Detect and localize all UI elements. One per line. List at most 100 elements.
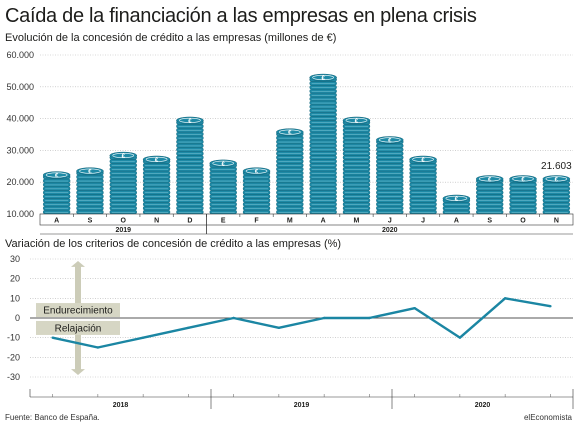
y-tick-label: -20 — [7, 352, 20, 362]
bar: € — [542, 175, 571, 215]
bar: € — [176, 116, 204, 215]
x-tick-label: O — [520, 217, 526, 224]
coin-ring — [545, 176, 568, 182]
x-tick-label: M — [354, 217, 360, 224]
easing-label: Relajación — [55, 323, 102, 334]
x-tick-label: O — [121, 217, 127, 224]
bar-chart-title: Evolución de la concesión de crédito a l… — [5, 32, 337, 44]
data-point — [503, 297, 507, 300]
y-tick-label: 20 — [10, 274, 20, 284]
bar: € — [109, 151, 138, 215]
coin-ring — [145, 156, 168, 162]
coin-ring — [79, 168, 101, 174]
chart-title: Caída de la financiación a las empresas … — [5, 5, 477, 27]
value-annotation: 21.603 — [541, 161, 572, 172]
y-tick-label: 30 — [10, 254, 20, 264]
x-tick-label: N — [554, 217, 559, 224]
y-tick-label: 60.000 — [6, 50, 34, 60]
bar: € — [276, 128, 304, 215]
coin-ring — [245, 168, 268, 174]
data-point — [458, 336, 462, 339]
year-label: 2019 — [115, 227, 131, 234]
bar: € — [309, 73, 337, 215]
euro-icon: € — [355, 119, 359, 125]
bar: € — [42, 171, 71, 215]
data-point — [322, 316, 326, 320]
bar: € — [342, 116, 371, 215]
data-point — [368, 316, 371, 320]
year-label: 2020 — [382, 227, 398, 234]
y-tick-label: 20.000 — [6, 177, 34, 187]
euro-icon: € — [288, 131, 292, 137]
year-label: 2019 — [294, 402, 310, 409]
series-line — [52, 297, 551, 349]
bar: € — [142, 155, 171, 215]
euro-icon: € — [122, 154, 126, 160]
tightening-band — [36, 303, 120, 318]
bar: € — [76, 167, 104, 215]
data-point — [141, 336, 145, 339]
data-point — [232, 316, 235, 320]
easing-band — [36, 320, 120, 335]
data-point — [277, 326, 281, 330]
euro-icon: € — [421, 158, 425, 164]
euro-icon: € — [222, 162, 226, 168]
data-point — [96, 346, 100, 349]
x-tick-label: A — [321, 217, 326, 224]
y-tick-label: -30 — [7, 372, 20, 382]
euro-icon: € — [488, 177, 492, 183]
x-tick-label: S — [487, 217, 492, 224]
coin-ring — [378, 137, 401, 143]
euro-icon: € — [521, 177, 525, 183]
line-chart: -30 -20 -10 0 10 20 30 Endurecimiento Relajación… — [7, 254, 574, 409]
bar: € — [242, 167, 271, 215]
bar: € — [376, 136, 404, 215]
y-tick-label: 10 — [10, 293, 20, 303]
bar-chart: 10.000 20.000 30.000 40.000 50.000 60.000 € € € €… — [6, 50, 574, 235]
bar: € — [409, 155, 437, 215]
x-tick-label: E — [221, 217, 226, 224]
euro-icon: € — [321, 76, 325, 82]
x-tick-label: M — [287, 217, 293, 224]
coin-ring — [112, 153, 135, 159]
y-tick-label: 30.000 — [6, 145, 34, 155]
y-tick-label: 40.000 — [6, 114, 34, 124]
coin-ring — [478, 176, 501, 182]
coin-ring — [445, 195, 468, 201]
coin-ring — [312, 75, 334, 81]
data-point — [187, 326, 190, 330]
up-arrow-icon — [71, 260, 85, 315]
euro-icon: € — [388, 138, 392, 144]
y-tick-label: 10.000 — [6, 209, 34, 219]
coin-ring — [45, 172, 68, 178]
coin-ring — [412, 156, 434, 162]
x-tick-label: D — [187, 217, 192, 224]
coin-ring — [179, 117, 201, 123]
line-chart-title: Variación de los criterios de concesión … — [5, 238, 342, 250]
bar: € — [209, 159, 237, 215]
coin-ring — [345, 117, 368, 123]
euro-icon: € — [255, 170, 259, 176]
year-label: 2018 — [113, 402, 129, 409]
coin-ring — [279, 129, 301, 135]
x-tick-label: S — [88, 217, 93, 224]
data-point — [549, 305, 552, 308]
coin-ring — [212, 160, 235, 166]
brand-label: elEconomista — [523, 413, 572, 422]
down-arrow-icon — [71, 321, 85, 376]
coin-ring — [512, 176, 534, 182]
x-tick-label: N — [154, 217, 159, 224]
euro-icon: € — [555, 177, 559, 183]
y-tick-label: -10 — [7, 333, 20, 343]
bar: € — [475, 175, 504, 215]
x-tick-label: J — [388, 217, 392, 224]
x-tick-label: J — [421, 217, 425, 224]
year-label: 2020 — [475, 402, 491, 409]
euro-icon: € — [155, 158, 159, 164]
euro-icon: € — [188, 119, 192, 125]
tightening-label: Endurecimiento — [43, 306, 113, 317]
euro-icon: € — [455, 197, 459, 203]
data-point — [51, 336, 54, 339]
euro-icon: € — [55, 174, 59, 180]
